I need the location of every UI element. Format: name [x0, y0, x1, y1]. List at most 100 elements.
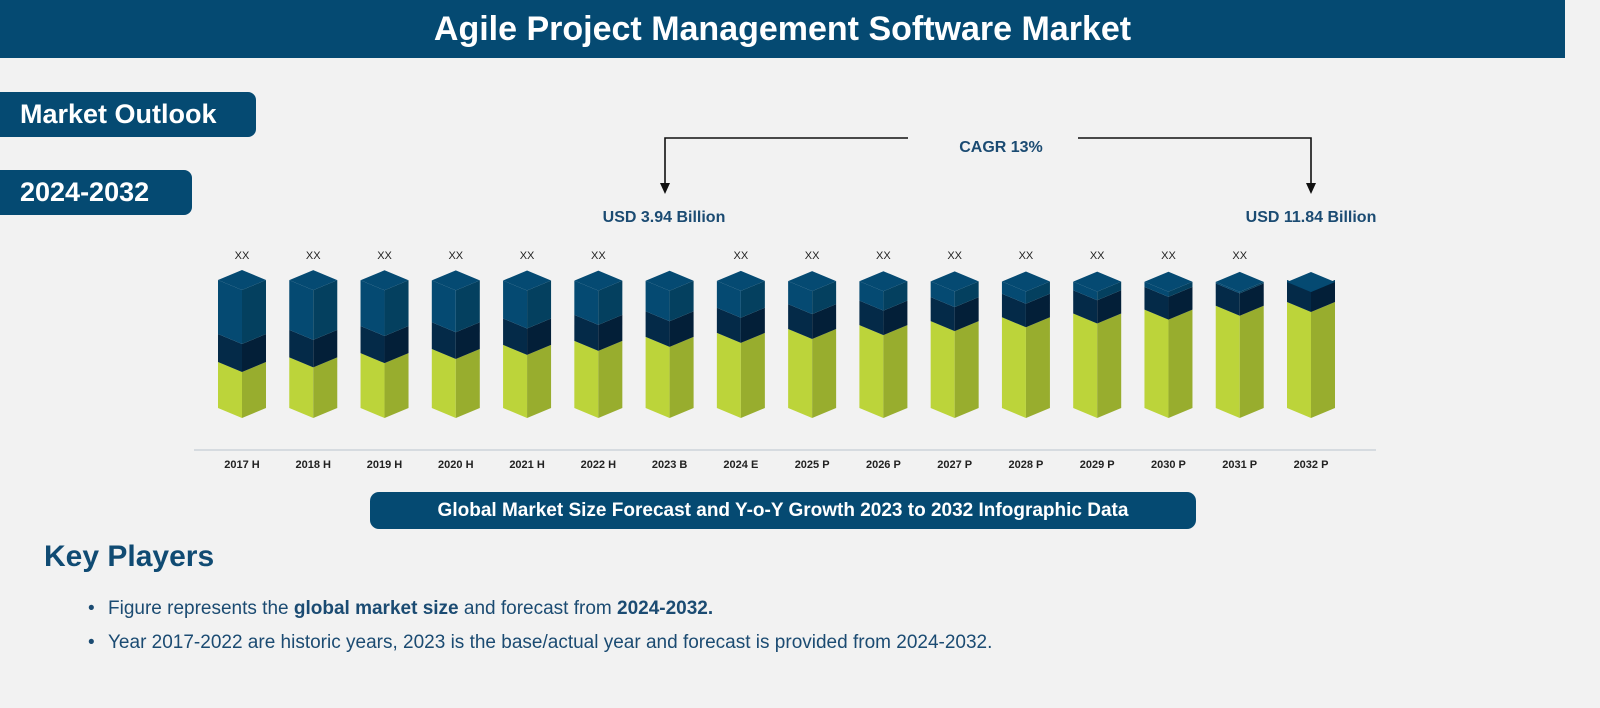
- x-tick-label: 2024 E: [723, 459, 758, 471]
- bar-segment-band-side: [1168, 286, 1193, 320]
- bar: [1144, 271, 1193, 418]
- bar-segment-top-side: [669, 280, 694, 322]
- bar: [645, 270, 694, 418]
- bar-cap: [716, 270, 765, 291]
- data-label: XX: [947, 250, 962, 262]
- x-tick-label: 2022 H: [581, 459, 617, 471]
- bar-segment-band-side: [954, 297, 979, 332]
- bar-segment-base-side: [669, 336, 694, 418]
- bar-segment-band-front: [1073, 290, 1098, 324]
- key-players-heading: Key Players: [44, 540, 215, 573]
- bar-segment-base-front: [289, 357, 314, 418]
- bar-cap: [503, 270, 552, 291]
- bar-segment-top-front: [574, 280, 599, 325]
- bar-segment-top-front: [716, 280, 741, 318]
- bar-cap: [1073, 271, 1122, 292]
- bar-segment-band-front: [930, 297, 955, 332]
- bar: [360, 270, 409, 418]
- x-tick-label: 2032 P: [1294, 459, 1329, 471]
- bar-segment-base-front: [218, 362, 242, 418]
- bar: [788, 271, 837, 418]
- bar-segment-base-side: [1239, 305, 1264, 418]
- bar-segment-base-side: [455, 348, 480, 418]
- bar-segment-band-front: [1215, 283, 1240, 316]
- bar-segment-band-side: [455, 322, 480, 359]
- bar-segment-top-side: [242, 280, 266, 344]
- bar-segment-base-side: [598, 340, 623, 418]
- bar-segment-base-front: [788, 328, 813, 418]
- bar-segment-base-front: [574, 340, 599, 418]
- end-value-label: USD 11.84 Billion: [1246, 209, 1377, 226]
- bar-cap: [645, 270, 694, 291]
- bar-segment-base-front: [859, 325, 884, 418]
- bar-segment-top-side: [455, 280, 480, 333]
- bar-segment-top-front: [1144, 281, 1169, 297]
- bar-segment-base-front: [645, 336, 670, 418]
- bar-cap: [1287, 272, 1335, 292]
- data-label: XX: [448, 250, 463, 262]
- x-tick-label: 2021 H: [509, 459, 545, 471]
- data-label: XX: [734, 250, 749, 262]
- arrow-head-icon: [660, 183, 670, 194]
- bar-segment-top-side: [883, 281, 908, 311]
- x-tick-label: 2019 H: [367, 459, 403, 471]
- bar-cap: [218, 270, 266, 290]
- data-label: XX: [377, 250, 392, 262]
- x-tick-label: 2017 H: [224, 459, 260, 471]
- bar-cap: [1001, 271, 1050, 292]
- bar-segment-base-side: [242, 362, 266, 418]
- notes-list: Figure represents the global market size…: [88, 598, 992, 666]
- period-label: 2024-2032: [0, 170, 192, 215]
- bar-segment-band-front: [218, 334, 242, 372]
- bar: [1215, 271, 1264, 418]
- bar: [218, 270, 266, 418]
- chart-title: Agile Project Management Software Market: [0, 0, 1565, 58]
- data-label: XX: [306, 250, 321, 262]
- bar-segment-top-side: [1025, 281, 1050, 304]
- bar-segment-base-front: [1073, 313, 1098, 418]
- bar-segment-base-front: [1144, 309, 1169, 418]
- bar-segment-base-front: [1215, 305, 1240, 418]
- bar-segment-band-front: [574, 314, 599, 351]
- x-tick-label: 2018 H: [296, 459, 332, 471]
- bar-segment-band-side: [1025, 293, 1050, 328]
- bar-chart: XX 2017 H XX 2018 H XX 2019 H XX 2020 H XX 2021 H…: [194, 137, 1377, 471]
- bar-segment-band-front: [431, 322, 456, 359]
- bar-segment-band-side: [384, 325, 409, 364]
- x-tick-label: 2025 P: [795, 459, 830, 471]
- bar-segment-base-side: [1168, 309, 1193, 418]
- bar-segment-top-side: [954, 281, 979, 308]
- bar-segment-band-side: [669, 311, 694, 347]
- bar-segment-band-side: [242, 334, 266, 372]
- cagr-label: CAGR 13%: [959, 139, 1043, 156]
- data-label: XX: [235, 250, 250, 262]
- data-label: XX: [520, 250, 535, 262]
- bar-cap: [360, 270, 409, 291]
- bar-segment-top-side: [740, 280, 765, 318]
- bar-segment-band-front: [859, 300, 884, 336]
- bar-segment-base-front: [431, 348, 456, 418]
- bar-segment-band-side: [1239, 283, 1264, 316]
- bar-cap: [788, 271, 837, 292]
- bar: [716, 270, 765, 418]
- bar-segment-base-side: [313, 357, 338, 418]
- bar-segment-top-front: [218, 280, 242, 344]
- bar: [1001, 271, 1050, 418]
- bar-segment-base-side: [1097, 313, 1122, 418]
- bar: [1073, 271, 1122, 418]
- bar-segment-top-side: [384, 280, 409, 336]
- bar-segment-top-side: [812, 281, 837, 315]
- x-tick-label: 2031 P: [1222, 459, 1257, 471]
- bar-segment-base-front: [716, 332, 741, 418]
- x-tick-label: 2026 P: [866, 459, 901, 471]
- bar: [574, 270, 623, 418]
- x-tick-label: 2027 P: [937, 459, 972, 471]
- data-label: XX: [1090, 250, 1105, 262]
- bar-cap: [859, 271, 908, 292]
- market-outlook-label: Market Outlook: [0, 92, 256, 137]
- bar-segment-base-side: [1025, 317, 1050, 418]
- bar-segment-top-side: [1168, 281, 1193, 297]
- bar-segment-top-front: [1215, 281, 1240, 294]
- bar-segment-band-front: [289, 329, 314, 368]
- bar-segment-base-front: [1287, 302, 1311, 418]
